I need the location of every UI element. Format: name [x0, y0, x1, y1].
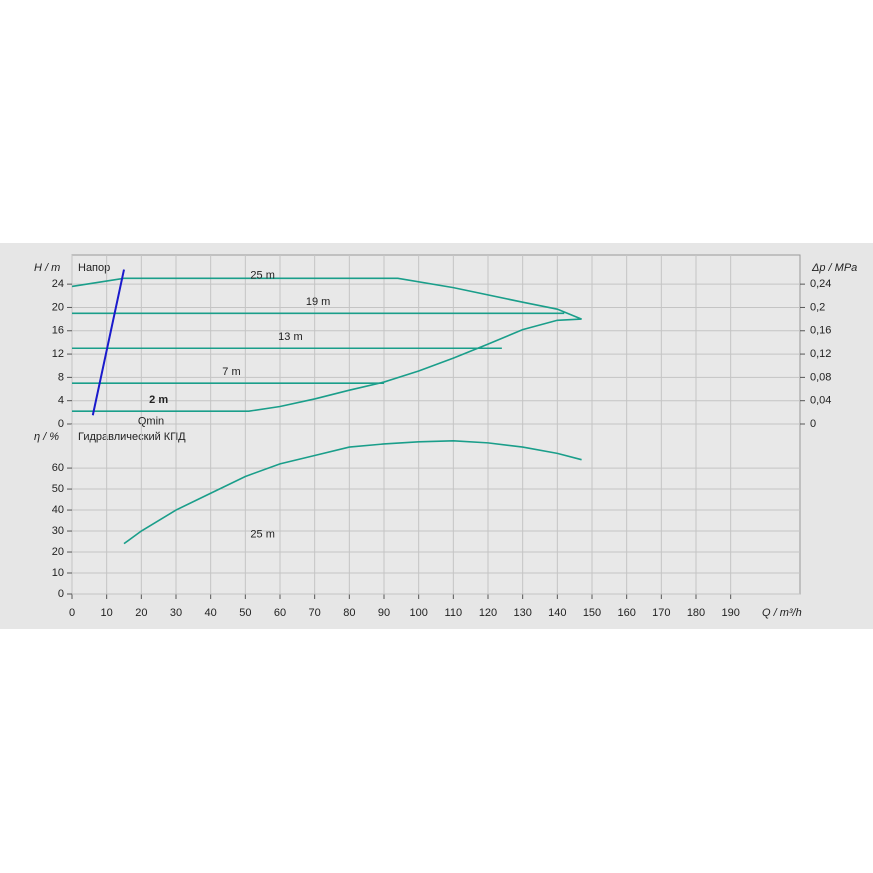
top-title: Напор	[78, 262, 110, 274]
series-line	[123, 439, 582, 545]
x-tick-label: 90	[378, 607, 390, 619]
y-tick-label: 16	[52, 325, 64, 337]
x-tick-label: 180	[687, 607, 705, 619]
series-label: Qmin	[138, 416, 164, 428]
x-tick-label: 100	[409, 607, 427, 619]
y-tick-label: 4	[58, 395, 64, 407]
y2-tick-label: 0,24	[810, 278, 831, 290]
y-tick-label: 30	[52, 525, 64, 537]
x-tick-label: 0	[69, 607, 75, 619]
series-label: 25 m	[250, 269, 274, 281]
x-tick-label: 80	[343, 607, 355, 619]
y2-tick-label: 0	[810, 418, 816, 430]
x-tick-label: 190	[721, 607, 739, 619]
x-tick-label: 40	[205, 607, 217, 619]
x-tick-label: 110	[445, 607, 463, 619]
y-tick-label: 20	[52, 546, 64, 558]
x-axis-label: Q / m³/h	[762, 607, 802, 619]
y-tick-label: 60	[52, 462, 64, 474]
y-tick-label: 40	[52, 504, 64, 516]
series-label: 2 m	[149, 394, 168, 406]
series-line	[91, 269, 125, 416]
y-tick-label: 24	[52, 278, 64, 290]
y2-tick-label: 0,16	[810, 325, 831, 337]
y-tick-label: 8	[58, 371, 64, 383]
y-tick-label: 10	[52, 567, 64, 579]
x-tick-label: 60	[274, 607, 286, 619]
y-tick-label: 12	[52, 348, 64, 360]
series-label: 25 m	[250, 528, 274, 540]
series-label: 7 m	[222, 366, 240, 378]
x-tick-label: 170	[652, 607, 670, 619]
y-tick-label: 0	[58, 588, 64, 600]
x-tick-label: 70	[309, 607, 321, 619]
x-tick-label: 10	[101, 607, 113, 619]
bottom-title: Гидравлический КПД	[78, 431, 186, 443]
y2-tick-label: 0,08	[810, 371, 831, 383]
x-tick-label: 30	[170, 607, 182, 619]
x-tick-label: 160	[617, 607, 635, 619]
y-tick-label: 0	[58, 418, 64, 430]
x-tick-label: 150	[583, 607, 601, 619]
series-label: 13 m	[278, 331, 302, 343]
x-tick-label: 140	[548, 607, 566, 619]
y2-tick-label: 0,2	[810, 301, 825, 313]
y-axis-label: η / %	[34, 431, 59, 443]
x-tick-label: 20	[135, 607, 147, 619]
y-tick-label: 20	[52, 301, 64, 313]
y2-axis-label: Δp / MPa	[811, 262, 857, 274]
series-line	[72, 318, 582, 412]
y-tick-label: 50	[52, 483, 64, 495]
y2-tick-label: 0,04	[810, 395, 831, 407]
series-label: 19 m	[306, 296, 330, 308]
y-axis-label: H / m	[34, 262, 60, 274]
x-tick-label: 50	[239, 607, 251, 619]
x-tick-label: 130	[513, 607, 531, 619]
x-tick-label: 120	[479, 607, 497, 619]
series-line	[71, 277, 582, 320]
y2-tick-label: 0,12	[810, 348, 831, 360]
